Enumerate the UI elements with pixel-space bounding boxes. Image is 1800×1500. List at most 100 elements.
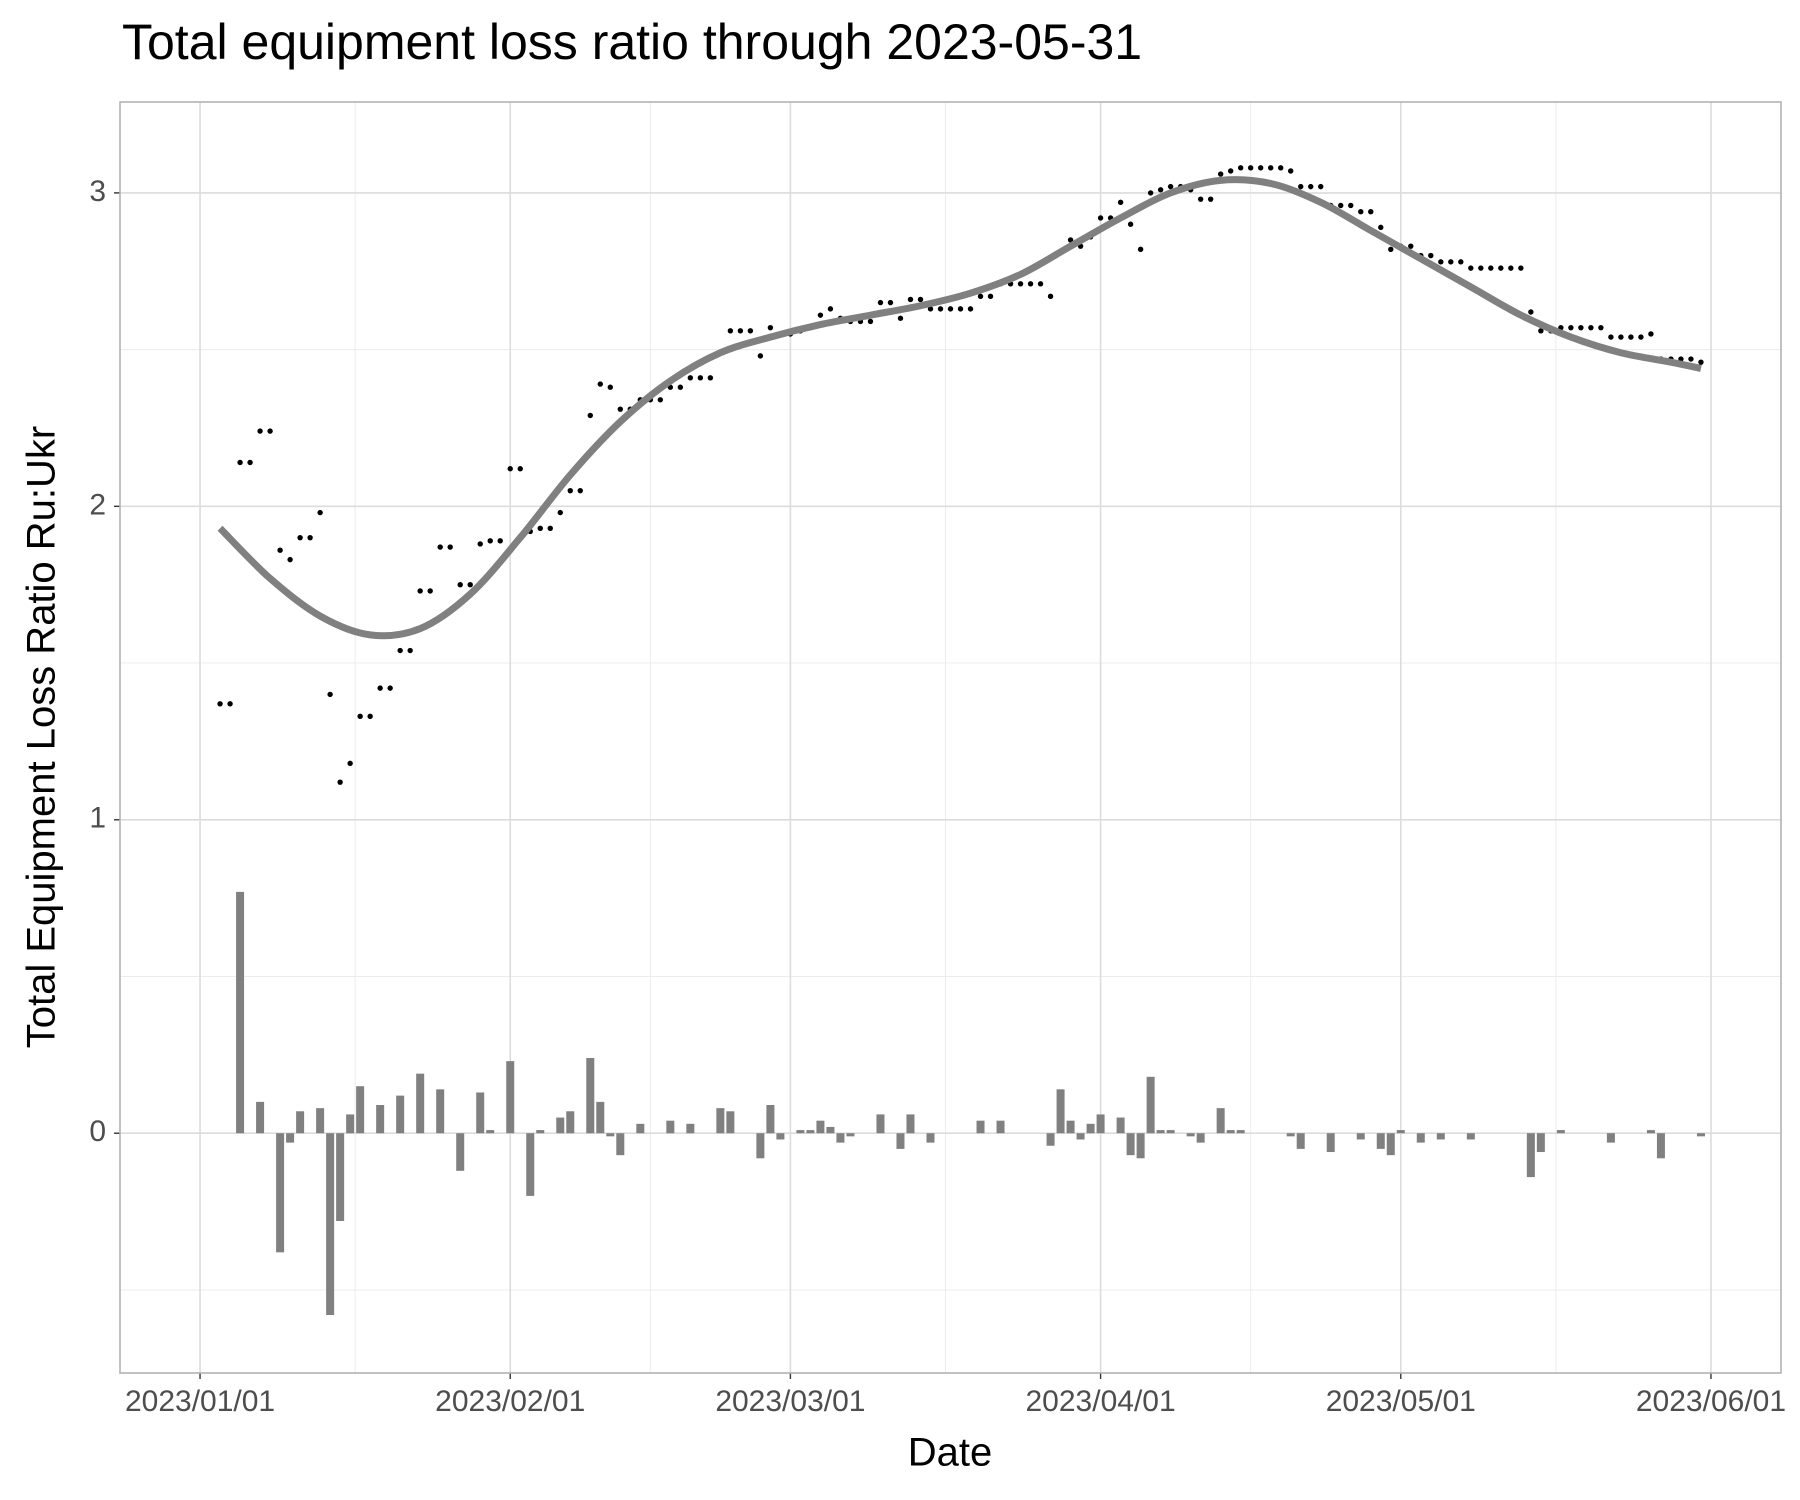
- bar: [1156, 1130, 1165, 1134]
- point: [1388, 246, 1394, 253]
- point: [1628, 334, 1634, 340]
- point: [1207, 196, 1214, 202]
- point: [1618, 334, 1624, 340]
- bar: [1196, 1133, 1205, 1143]
- bar: [806, 1130, 815, 1134]
- bar: [616, 1133, 625, 1156]
- bar: [1696, 1133, 1705, 1137]
- point: [1157, 187, 1164, 193]
- point: [1488, 265, 1494, 271]
- bar: [376, 1105, 385, 1134]
- point: [517, 466, 523, 472]
- bar: [1466, 1133, 1475, 1140]
- bar: [1216, 1108, 1225, 1134]
- bar: [1536, 1133, 1545, 1153]
- point: [1448, 259, 1454, 265]
- point: [1698, 359, 1704, 365]
- bar: [346, 1114, 355, 1134]
- point: [1257, 165, 1264, 171]
- point: [1117, 199, 1124, 206]
- bar: [756, 1133, 765, 1159]
- chart-title: Total equipment loss ratio through 2023-…: [122, 14, 1142, 70]
- point: [267, 428, 273, 434]
- bar: [256, 1101, 265, 1134]
- point: [477, 541, 483, 547]
- bar: [1076, 1133, 1085, 1140]
- point: [357, 713, 363, 720]
- point: [1308, 183, 1314, 190]
- x-tick-label: 2023/03/01: [715, 1385, 865, 1418]
- point: [1348, 202, 1354, 209]
- bar: [456, 1133, 465, 1171]
- point: [817, 312, 824, 318]
- point: [977, 293, 984, 300]
- bar: [1236, 1130, 1245, 1134]
- point: [1318, 183, 1324, 190]
- bar: [1226, 1130, 1235, 1134]
- point: [1638, 334, 1644, 340]
- bar: [1356, 1133, 1365, 1140]
- point: [227, 701, 233, 707]
- bar: [906, 1114, 915, 1134]
- bar: [396, 1095, 405, 1134]
- bar: [1526, 1133, 1535, 1178]
- point: [257, 428, 263, 434]
- point: [1368, 209, 1374, 215]
- bar: [416, 1073, 425, 1134]
- point: [1237, 165, 1244, 171]
- point: [387, 685, 393, 691]
- point: [1428, 252, 1434, 259]
- point: [557, 509, 563, 516]
- point: [1648, 331, 1654, 337]
- bar: [436, 1089, 445, 1134]
- point: [1017, 281, 1024, 287]
- point: [917, 296, 924, 303]
- point: [347, 760, 353, 767]
- y-tick-label: 0: [89, 1115, 106, 1148]
- bar: [836, 1133, 845, 1143]
- bar: [1606, 1133, 1615, 1143]
- bar: [276, 1133, 285, 1253]
- bar: [316, 1108, 325, 1134]
- y-axis-label: Total Equipment Loss Ratio Ru:Ukr: [20, 426, 64, 1049]
- point: [507, 466, 513, 472]
- bar: [336, 1133, 345, 1221]
- point: [1578, 324, 1584, 331]
- bar: [996, 1120, 1005, 1134]
- bar: [586, 1057, 595, 1134]
- bar: [1186, 1133, 1195, 1137]
- bar: [506, 1061, 515, 1134]
- point: [307, 534, 313, 541]
- point: [1528, 309, 1534, 315]
- bar: [1096, 1114, 1105, 1134]
- point: [367, 713, 373, 720]
- point: [467, 581, 473, 588]
- point: [1568, 324, 1574, 331]
- point: [577, 487, 583, 494]
- point: [1277, 165, 1284, 171]
- point: [377, 685, 383, 691]
- point: [317, 509, 323, 516]
- point: [1027, 281, 1034, 287]
- x-tick-label: 2023/06/01: [1636, 1385, 1786, 1418]
- bar: [976, 1120, 985, 1134]
- bar: [1646, 1130, 1655, 1134]
- point: [927, 306, 934, 312]
- bar: [1066, 1120, 1075, 1134]
- point: [1508, 265, 1514, 271]
- point: [297, 534, 303, 541]
- point: [747, 328, 754, 334]
- bar: [1136, 1133, 1145, 1159]
- point: [1037, 281, 1044, 287]
- bar: [876, 1114, 885, 1134]
- point: [1137, 246, 1144, 253]
- point: [1288, 168, 1294, 174]
- x-tick-label: 2023/04/01: [1026, 1385, 1176, 1418]
- bar: [566, 1111, 575, 1134]
- point: [397, 647, 403, 654]
- point: [887, 299, 894, 306]
- point: [1598, 324, 1604, 331]
- point: [1067, 237, 1074, 243]
- bar: [356, 1086, 365, 1134]
